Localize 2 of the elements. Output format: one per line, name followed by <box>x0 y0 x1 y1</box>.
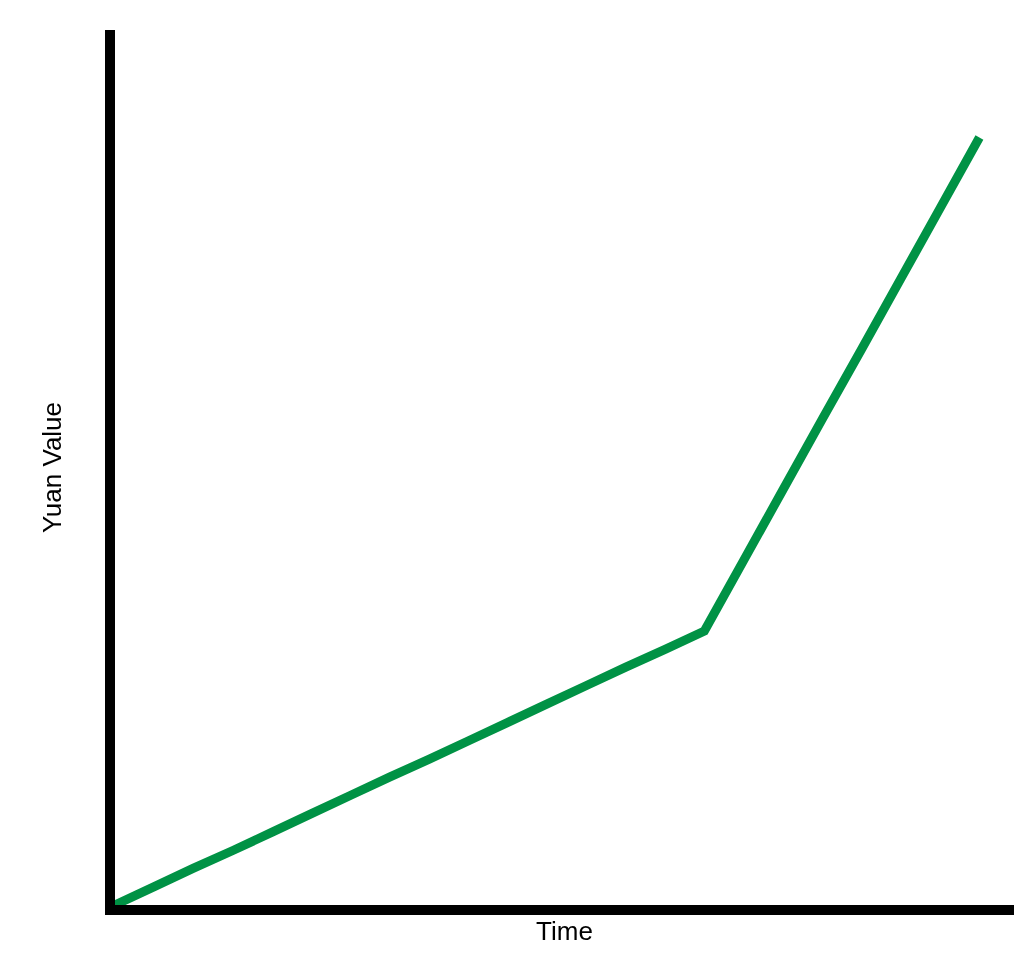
y-axis-title: Yuan Value <box>36 401 67 534</box>
x-axis-title: Time <box>536 916 593 947</box>
